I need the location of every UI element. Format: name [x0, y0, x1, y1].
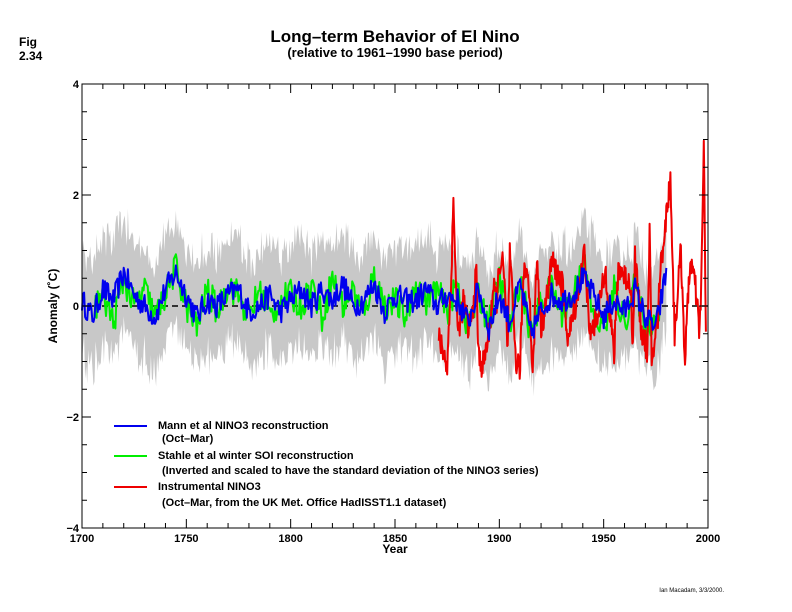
chart-title: Long–term Behavior of El Nino — [270, 27, 519, 46]
figure-label: Fig 2.34 — [19, 35, 43, 63]
x-tick-label: 1950 — [591, 533, 615, 545]
legend-detail-stahle: (Inverted and scaled to have the standar… — [162, 465, 539, 477]
axis-ticks: −4 −2 0 2 4 1700 1750 1800 1850 1900 1950 2000 — [66, 79, 720, 545]
y-axis-label: Anomaly (˚C) — [46, 269, 60, 344]
series-line-instrumental — [437, 139, 707, 380]
plot-area: −4 −2 0 2 4 1700 1750 1800 1850 1900 1950 2000 — [66, 79, 720, 545]
credit-text: Ian Macadam, 3/3/2000. — [659, 588, 724, 594]
x-tick-label: 2000 — [696, 533, 720, 545]
x-tick-label: 1750 — [174, 533, 198, 545]
y-tick-label: −4 — [66, 523, 79, 535]
series-line-mann — [81, 264, 668, 341]
legend-label-mann: Mann et al NINO3 reconstruction — [158, 420, 329, 432]
legend-detail-mann: (Oct–Mar) — [162, 433, 214, 445]
x-tick-label: 1700 — [70, 533, 94, 545]
y-tick-label: 4 — [73, 79, 80, 91]
uncertainty-band-area — [82, 205, 667, 397]
legend: Mann et al NINO3 reconstruction (Oct–Mar… — [114, 420, 539, 509]
legend-label-instrumental: Instrumental NINO3 — [158, 481, 261, 493]
legend-detail-instrumental: (Oct–Mar, from the UK Met. Office HadISS… — [162, 497, 447, 509]
y-tick-label: 2 — [73, 190, 79, 202]
uncertainty-band — [82, 205, 667, 397]
x-tick-label: 1800 — [278, 533, 302, 545]
x-tick-label: 1850 — [383, 533, 407, 545]
x-axis-label: Year — [382, 542, 408, 556]
chart-subtitle: (relative to 1961–1990 base period) — [287, 45, 502, 60]
legend-label-stahle: Stahle et al winter SOI reconstruction — [158, 450, 354, 462]
y-tick-label: 0 — [73, 301, 79, 313]
series-layer — [81, 139, 707, 380]
y-tick-label: −2 — [66, 412, 79, 424]
x-tick-label: 1900 — [487, 533, 511, 545]
